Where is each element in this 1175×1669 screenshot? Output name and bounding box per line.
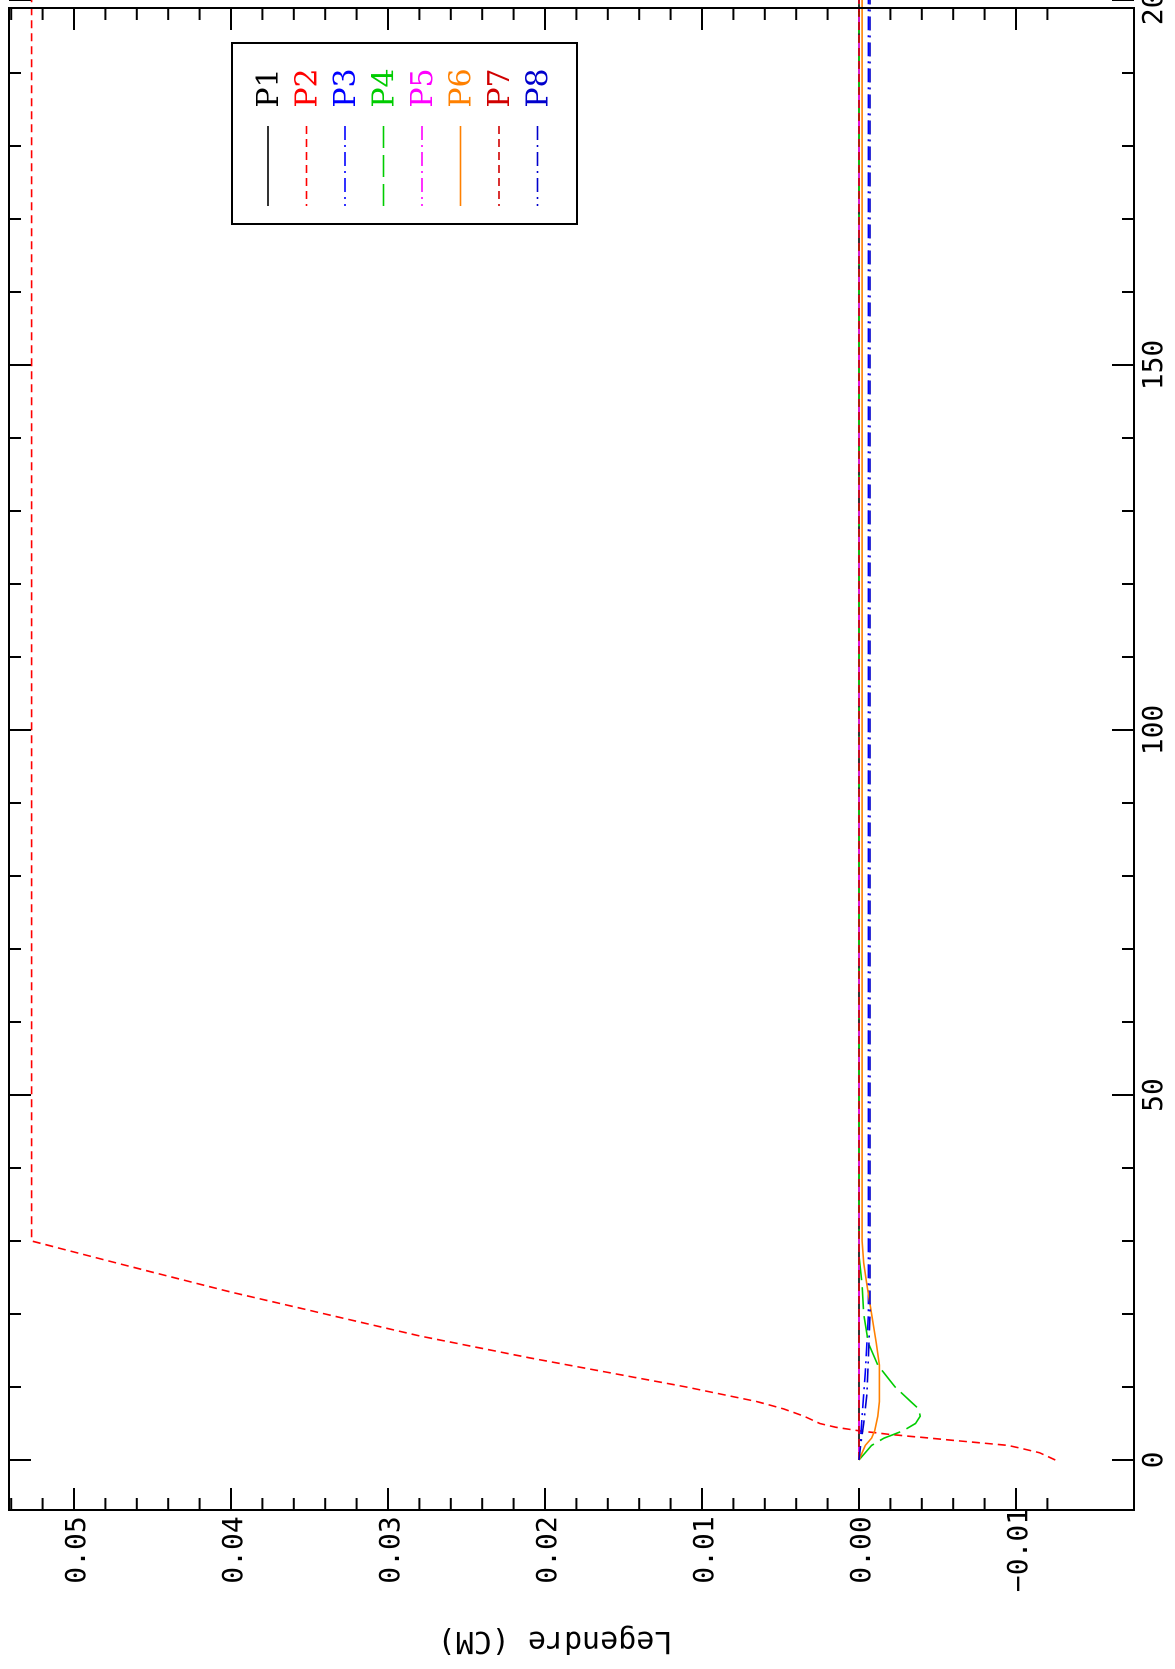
tick-labels: 0 50 100 150 200 −0.01 0.00 0.01 0.02 0.03 0.04 0.0… — [59, 0, 1169, 1592]
x-tick-label: 0 — [1136, 1452, 1169, 1469]
y-axis-label-text: Legendre (CM) — [438, 1624, 673, 1659]
legend-label-p2: P2 — [290, 68, 325, 107]
plot-frame — [8, 7, 1135, 1511]
y-tick-label: 0.00 — [844, 1516, 877, 1583]
x-tick-label: 150 — [1136, 340, 1169, 391]
y-axis-label: Legendre (CM) — [438, 1624, 673, 1659]
legend-label-p4: P4 — [367, 68, 402, 107]
x-tick-label: 50 — [1136, 1078, 1169, 1112]
legend-label-p8: P8 — [521, 68, 556, 107]
legend-label-p5: P5 — [405, 68, 440, 107]
x-tick-label: 200 — [1136, 0, 1169, 25]
legend: P1 P2 P3 P4 P5 P6 P7 P8 — [231, 42, 578, 225]
series-line-p4 — [858, 0, 922, 1461]
series-lines — [30, 0, 1056, 1461]
legend-box — [231, 42, 578, 225]
legend-label-p6: P6 — [444, 68, 479, 107]
y-tick-label: 0.01 — [687, 1516, 720, 1583]
tick-marks — [9, 0, 1134, 1510]
series-line-p8 — [858, 0, 871, 1461]
y-tick-label: 0.05 — [59, 1516, 92, 1583]
series-line-p6 — [858, 0, 881, 1461]
y-tick-label: 0.04 — [216, 1516, 249, 1583]
y-tick-label: −0.01 — [1001, 1508, 1034, 1592]
y-tick-label: 0.03 — [373, 1516, 406, 1583]
series-line-p3 — [858, 0, 870, 1461]
x-tick-label: 100 — [1136, 705, 1169, 756]
series-line-p2 — [30, 0, 1056, 1461]
y-tick-label: 0.02 — [530, 1516, 563, 1583]
legend-label-p3: P3 — [328, 68, 363, 107]
legend-label-p7: P7 — [482, 68, 517, 107]
legend-label-p1: P1 — [251, 68, 286, 107]
